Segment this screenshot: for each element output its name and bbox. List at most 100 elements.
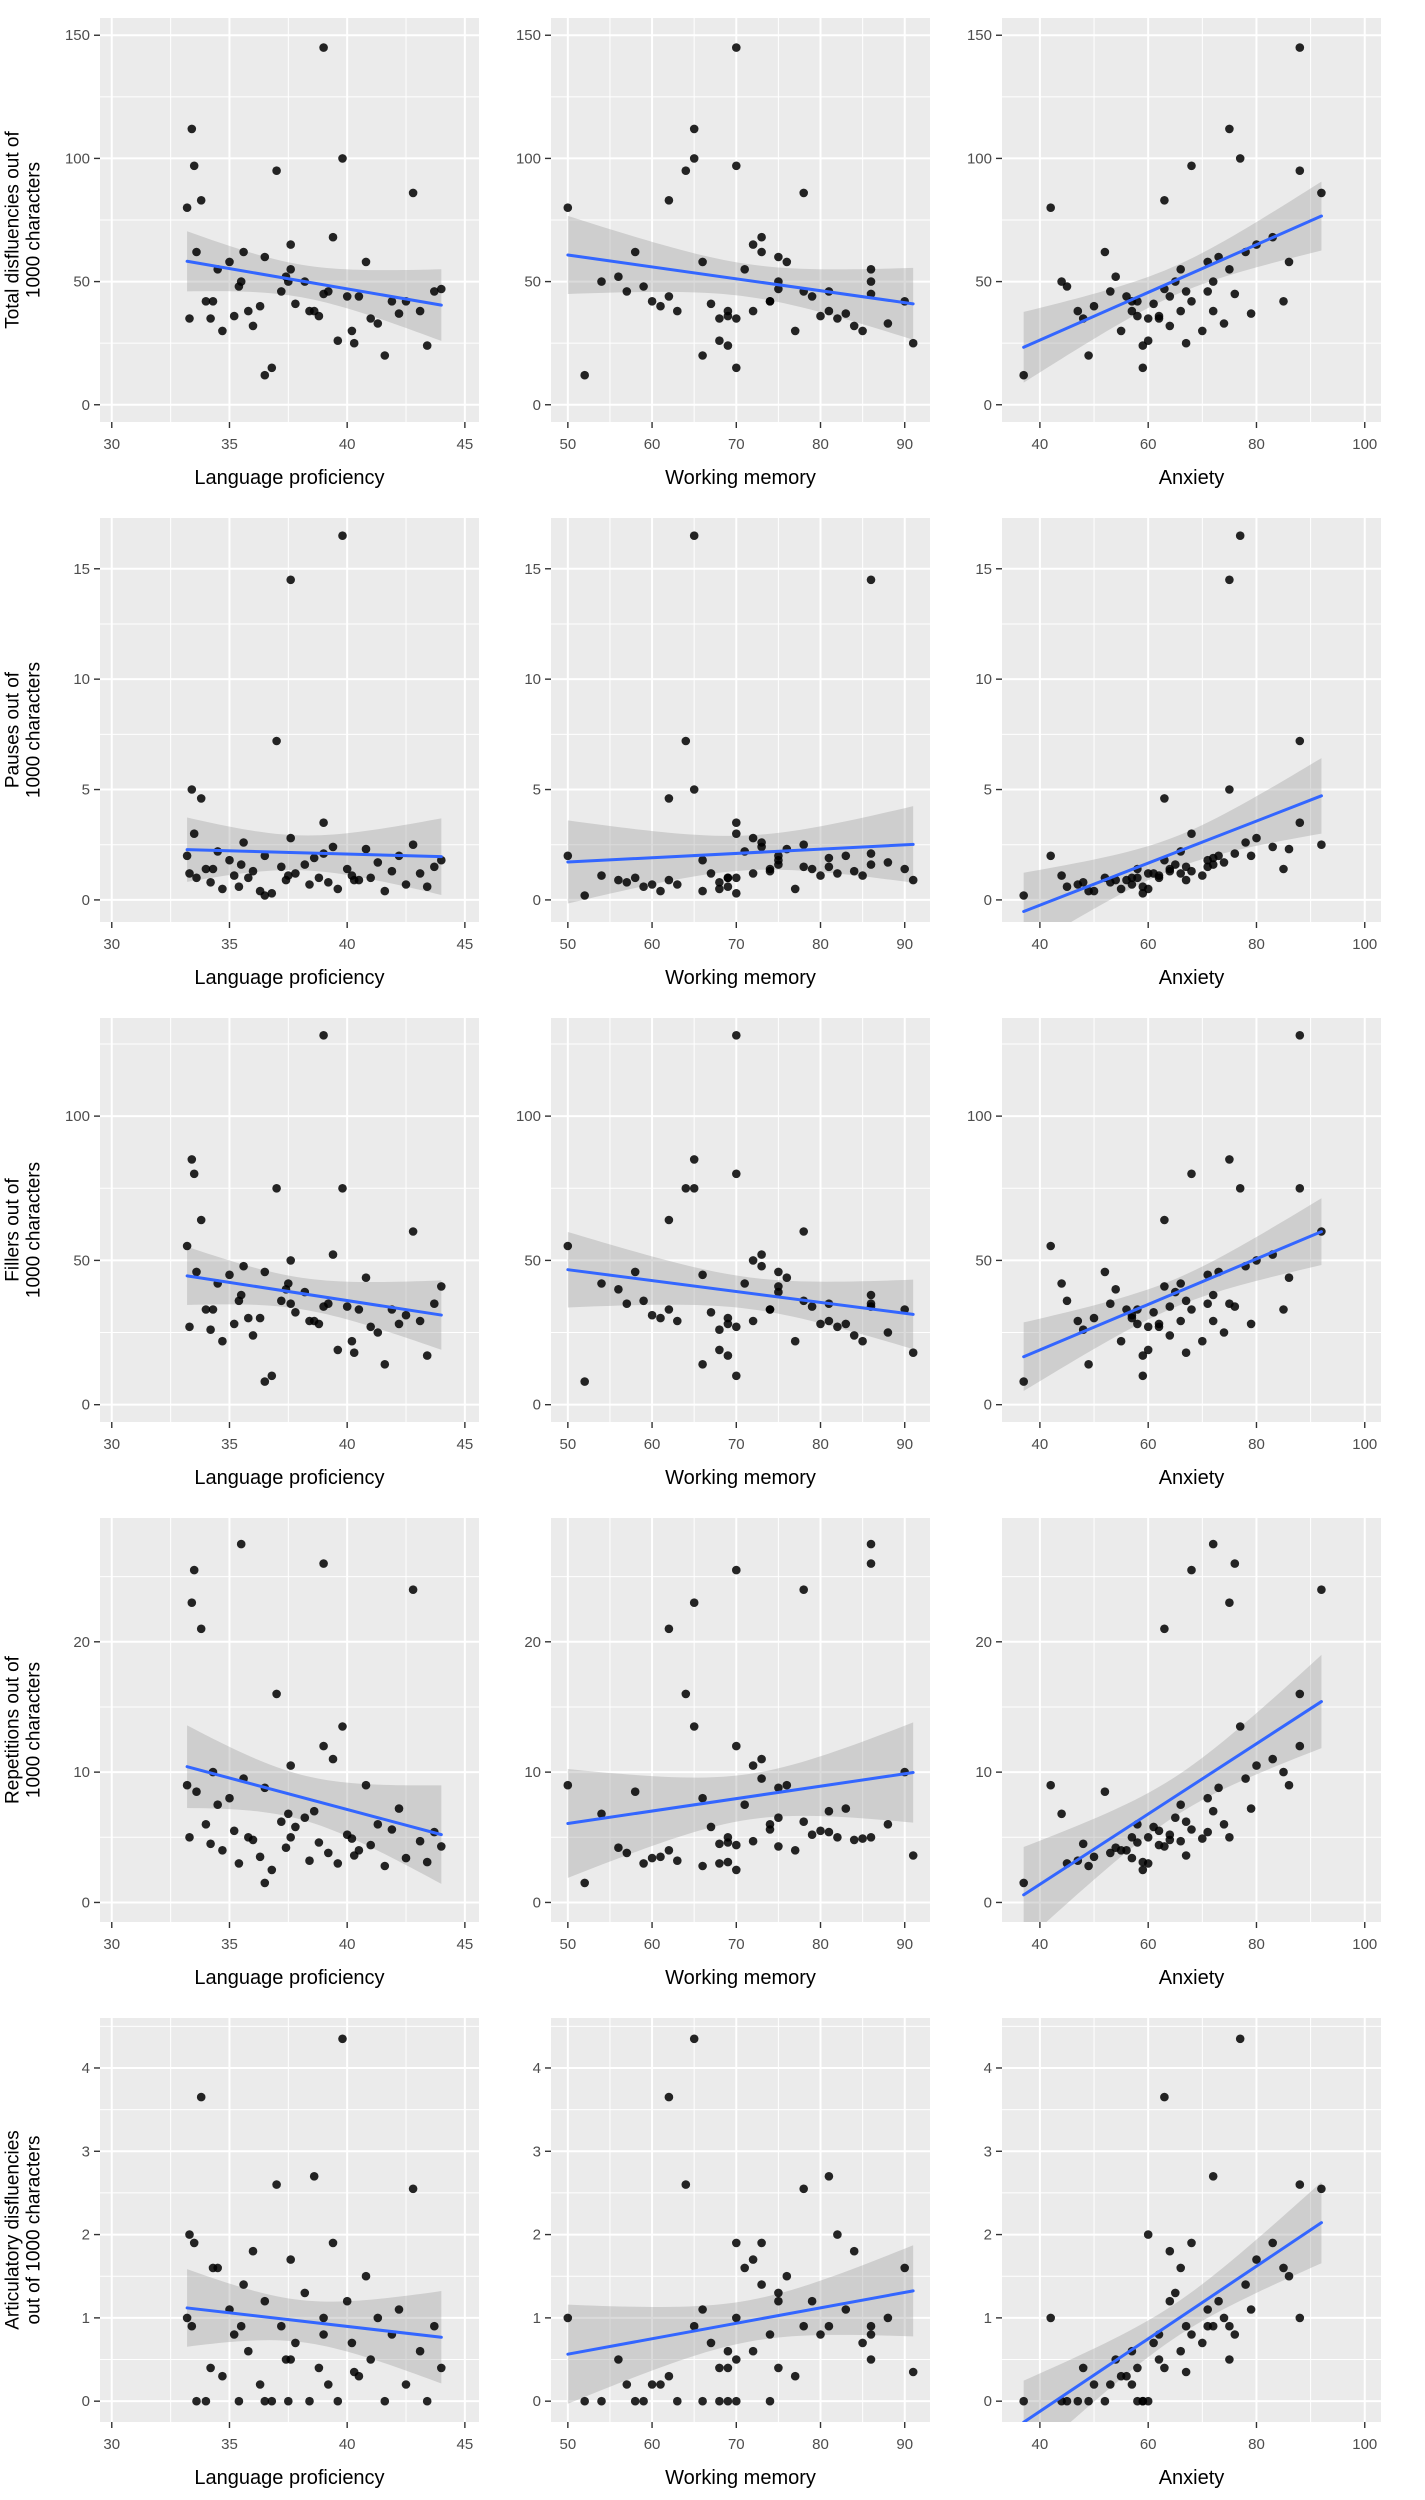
data-point	[1284, 2271, 1294, 2281]
data-point	[260, 2296, 270, 2306]
data-point	[1225, 124, 1234, 134]
data-point	[1295, 1689, 1305, 1699]
data-point	[748, 833, 758, 843]
data-point	[347, 326, 357, 336]
data-point	[1100, 2396, 1110, 2406]
data-point	[866, 2321, 876, 2331]
data-point	[799, 1817, 808, 1826]
data-point	[366, 873, 376, 883]
data-point	[1279, 2263, 1288, 2273]
y-tick-label: 3	[533, 2143, 541, 2160]
data-point	[1122, 1846, 1131, 1855]
data-point	[286, 2355, 295, 2364]
x-tick-label: 45	[457, 436, 474, 453]
data-point	[347, 1834, 357, 1843]
panel-rep-vs-anx: 40 60 80 100 0 10 20 Anxiety	[975, 1518, 1381, 1989]
data-point	[1187, 297, 1196, 306]
y-tick-label: 10	[524, 1764, 541, 1781]
data-point	[908, 1851, 918, 1860]
data-point	[849, 2246, 859, 2256]
data-point	[1225, 785, 1234, 794]
data-point	[354, 292, 364, 301]
data-point	[1143, 314, 1153, 323]
data-point	[1235, 154, 1245, 163]
panel-art-vs-anx: 40 60 80 100 0 1 2 3 4 Anxiety	[984, 2018, 1381, 2489]
data-point	[347, 1336, 357, 1346]
data-point	[866, 575, 876, 585]
data-point	[732, 314, 741, 323]
data-point	[182, 851, 192, 861]
x-tick-label: 40	[1032, 1936, 1049, 1953]
data-point	[1138, 1371, 1148, 1381]
data-point	[732, 818, 741, 827]
data-point	[698, 257, 707, 267]
data-point	[185, 869, 194, 878]
data-point	[1116, 326, 1126, 336]
y-tick-label: 1	[533, 2310, 541, 2327]
y-tick-label: 150	[516, 27, 541, 44]
x-tick-label: 30	[103, 2436, 120, 2453]
y-tick-label: 0	[82, 397, 90, 414]
data-point	[208, 864, 218, 874]
y-tick-label: 10	[524, 671, 541, 688]
data-point	[1317, 2184, 1326, 2194]
data-point	[757, 232, 766, 242]
plot-row-rep: Repetitions out of 1000 characters 30 35 40…	[0, 1500, 1425, 2000]
data-point	[324, 2380, 333, 2389]
data-point	[1176, 1836, 1185, 1846]
x-axis-title: Anxiety	[1159, 2467, 1225, 2489]
data-point	[1073, 306, 1083, 316]
data-point	[430, 862, 439, 872]
data-point	[192, 1787, 201, 1796]
data-point	[218, 1336, 227, 1346]
data-point	[706, 1822, 716, 1832]
points-layer	[1019, 531, 1326, 900]
data-point	[255, 2380, 265, 2389]
data-point	[324, 1299, 333, 1308]
y-axis-title: Fillers out of 1000 characters	[0, 1000, 48, 1500]
data-point	[342, 2296, 352, 2306]
data-point	[380, 2396, 390, 2406]
data-point	[723, 1319, 733, 1329]
data-point	[1127, 306, 1137, 316]
data-point	[236, 860, 246, 869]
data-point	[437, 1282, 446, 1291]
data-point	[1295, 2313, 1305, 2323]
data-point	[208, 297, 218, 306]
data-point	[1100, 1267, 1110, 1277]
points-layer	[1019, 2034, 1326, 2406]
data-point	[430, 1299, 439, 1308]
regression-line	[185, 848, 443, 859]
regression-line	[1022, 794, 1323, 913]
regression-line	[185, 1765, 443, 1837]
data-point	[908, 1348, 918, 1357]
data-point	[1187, 1305, 1196, 1314]
data-point	[883, 319, 893, 328]
axes: 40 60 80 100 0 10 20	[975, 1634, 1377, 1953]
data-point	[286, 1761, 295, 1770]
data-point	[305, 880, 314, 889]
data-point	[647, 1853, 657, 1863]
x-tick-label: 40	[1032, 2436, 1049, 2453]
data-point	[248, 2246, 258, 2256]
data-point	[1176, 265, 1185, 274]
panel-background	[551, 2018, 930, 2422]
data-point	[291, 1822, 300, 1832]
x-tick-label: 30	[103, 436, 120, 453]
points-layer	[1019, 43, 1326, 380]
data-point	[1106, 1848, 1115, 1858]
data-point	[639, 282, 648, 291]
confidence-ribbon	[187, 1246, 442, 1350]
data-point	[656, 1313, 665, 1323]
x-tick-label: 40	[1032, 436, 1049, 453]
data-point	[824, 306, 834, 316]
confidence-ribbon	[187, 2269, 442, 2384]
data-point	[333, 2396, 343, 2406]
x-tick-label: 80	[1248, 436, 1265, 453]
data-point	[1165, 1830, 1175, 1839]
data-point	[866, 265, 876, 274]
y-axis-title-text: Total disfluencies out of 1000 character…	[2, 131, 45, 329]
data-point	[291, 2338, 300, 2348]
data-point	[1084, 1861, 1093, 1871]
